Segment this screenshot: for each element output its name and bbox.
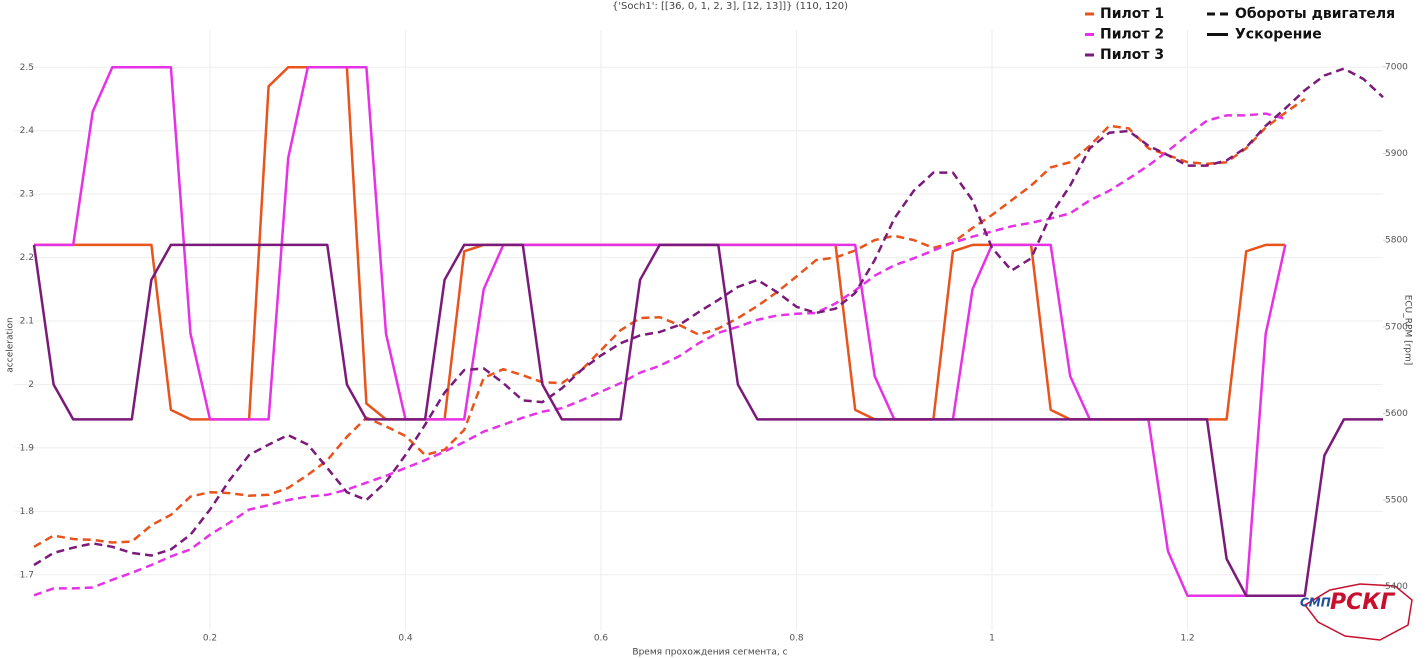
legend-style-label: Обороты двигателя	[1235, 6, 1395, 22]
rpm-line	[33, 67, 1384, 567]
y2-tick-label: 5400	[1385, 582, 1408, 592]
y2-axis-label: ECU_RPM [rpm]	[1403, 295, 1413, 366]
x-tick-label: 0.4	[398, 634, 413, 644]
legend-label: Пилот 1	[1100, 6, 1164, 22]
y2-tick-label: 7000	[1385, 62, 1408, 72]
acceleration-line	[34, 66, 1286, 421]
x-tick-label: 0.8	[789, 634, 804, 644]
y-tick-label: 1.8	[20, 507, 35, 517]
y2-tick-label: 5900	[1385, 149, 1408, 159]
logo-main: РСКГ	[1330, 590, 1395, 615]
y-axis-label: acceleration	[6, 317, 16, 372]
y-tick-label: 2.5	[20, 63, 34, 73]
y2-tick-label: 5500	[1385, 496, 1408, 506]
y2-tick-label: 5600	[1385, 409, 1408, 419]
x-tick-label: 1.2	[1180, 634, 1194, 644]
logo-map	[1303, 583, 1413, 641]
acceleration-line	[32, 243, 1383, 597]
y2-tick-label: 5700	[1385, 322, 1408, 332]
y-tick-label: 1.7	[20, 570, 34, 580]
legend-label: Пилот 3	[1100, 47, 1164, 63]
legend-style-label: Ускорение	[1235, 27, 1322, 43]
y-tick-label: 2.2	[20, 253, 34, 263]
y-tick-label: 2.3	[20, 190, 34, 200]
rpm-line	[33, 97, 1306, 548]
x-axis-label: Время прохождения сегмента, с	[632, 648, 787, 658]
y-tick-label: 2.1	[20, 317, 34, 327]
y-tick-label: 2	[28, 380, 34, 390]
x-tick-label: 0.2	[203, 634, 217, 644]
chart-title: {'Soch1': [[36, 0, 1, 2, 3], [12, 13]]} …	[612, 1, 848, 12]
y2-tick-label: 5800	[1385, 236, 1408, 246]
grid	[14, 30, 1383, 630]
legend-label: Пилот 2	[1100, 27, 1164, 43]
x-tick-label: 1	[989, 634, 995, 644]
rpm-line	[33, 112, 1286, 597]
y-tick-label: 2.4	[20, 126, 35, 136]
y-tick-label: 1.9	[20, 443, 35, 453]
logo-top: СМП	[1300, 596, 1331, 610]
logo: СМП РСКГ	[1300, 583, 1413, 641]
x-tick-label: 0.6	[594, 634, 609, 644]
